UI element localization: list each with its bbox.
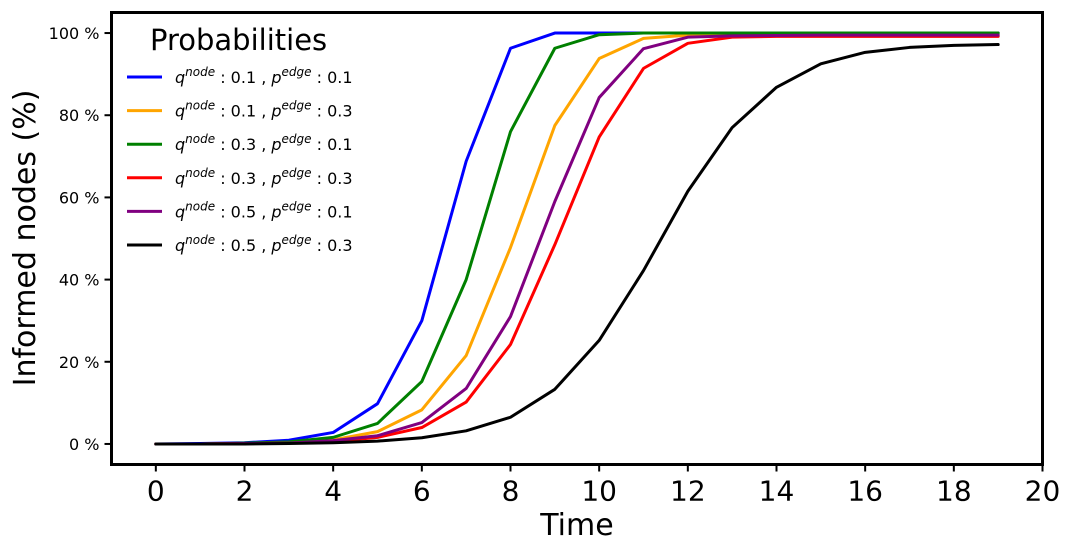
legend: Probabilities qnode : 0.1 , pedge : 0.1q… [127,23,353,255]
legend-label: qnode : 0.3 , pedge : 0.1 [175,132,353,154]
legend-entry: qnode : 0.5 , pedge : 0.3 [127,233,353,255]
x-tick-label: 20 [1025,475,1061,508]
x-tick-label: 12 [670,475,706,508]
x-tick-label: 14 [759,475,795,508]
y-tick-label: 100 % [49,24,100,43]
legend-entry: qnode : 0.3 , pedge : 0.1 [127,132,353,154]
y-tick-label: 0 % [69,435,99,454]
legend-label: qnode : 0.1 , pedge : 0.1 [175,65,353,87]
x-tick-label: 6 [413,475,431,508]
x-tick-label: 18 [936,475,972,508]
x-tick-label: 4 [324,475,342,508]
y-axis: 0 % 20 % 40 % 60 % 80 % 100 % [49,24,112,454]
y-tick-label: 20 % [59,353,100,372]
legend-label: qnode : 0.5 , pedge : 0.3 [175,233,353,255]
x-tick-label: 2 [236,475,254,508]
x-tick-label: 10 [581,475,617,508]
x-tick-label: 0 [147,475,165,508]
legend-entries: qnode : 0.1 , pedge : 0.1 qnode : 0.1 , p… [127,65,353,255]
x-axis-label: Time [539,508,613,543]
y-axis-label: Informed nodes (%) [8,90,43,387]
legend-entry: qnode : 0.1 , pedge : 0.3 [127,99,353,121]
x-tick-label: 8 [502,475,520,508]
y-tick-label: 80 % [59,106,100,125]
legend-entry: qnode : 0.3 , pedge : 0.3 [127,166,353,188]
legend-label: qnode : 0.3 , pedge : 0.3 [175,166,353,188]
y-tick-label: 60 % [59,188,100,207]
legend-entry: qnode : 0.5 , pedge : 0.1 [127,199,353,221]
series-line-3 [154,31,1000,446]
plot-lines [154,31,1000,446]
y-tick-label: 40 % [59,271,100,290]
legend-label: qnode : 0.5 , pedge : 0.1 [175,199,353,221]
x-axis: 0 2 4 6 8 10 12 14 16 18 20 [147,464,1061,508]
legend-title: Probabilities [150,23,327,57]
legend-label: qnode : 0.1 , pedge : 0.3 [175,99,353,121]
series-line-6 [154,43,1000,446]
x-tick-label: 16 [847,475,883,508]
plot-frame [110,11,1044,466]
legend-entry: qnode : 0.1 , pedge : 0.1 [127,65,353,87]
